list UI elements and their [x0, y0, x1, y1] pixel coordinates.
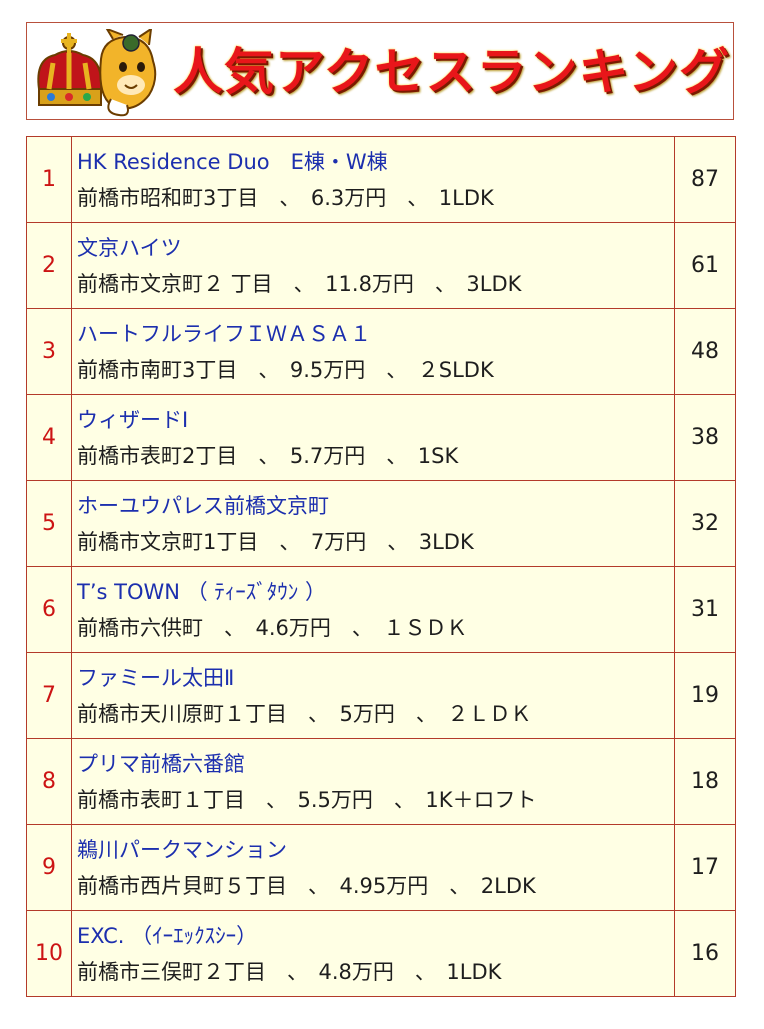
access-count: 31: [674, 566, 736, 653]
access-count: 32: [674, 480, 736, 567]
rank-number: 9: [26, 824, 72, 911]
ranking-table: 1 HK Residence Duo E棟・W棟前橋市昭和町3丁目 、 6.3万円…: [26, 136, 736, 997]
property-name-link[interactable]: 鵜川パークマンション: [77, 837, 287, 862]
rank-number: 5: [26, 480, 72, 567]
banner-title: 人気アクセスランキング: [173, 43, 730, 101]
access-count: 17: [674, 824, 736, 911]
property-cell: T’s TOWN （ ﾃｨｰｽﾞﾀｳﾝ ） 前橋市六供町 、 4.6万円 、 １Ｓ…: [71, 566, 675, 653]
property-detail: 前橋市表町2丁目 、 5.7万円 、 1SK: [77, 443, 459, 468]
property-cell: EXC. （ｲｰｴｯｸｽｼｰ） 前橋市三俣町２丁目 、 4.8万円 、 1LDK: [71, 910, 675, 997]
rank-number: 10: [26, 910, 72, 997]
property-name-link[interactable]: ホーユウパレス前橋文京町: [77, 493, 329, 518]
rank-number: 6: [26, 566, 72, 653]
property-cell: プリマ前橋六番館前橋市表町１丁目 、 5.5万円 、 1K＋ロフト: [71, 738, 675, 825]
ranking-banner: 人気アクセスランキング: [26, 22, 734, 120]
access-count: 61: [674, 222, 736, 309]
table-row: 10 EXC. （ｲｰｴｯｸｽｼｰ） 前橋市三俣町２丁目 、 4.8万円 、 1LD…: [26, 910, 736, 997]
property-name-link[interactable]: ファミール太田Ⅱ: [77, 665, 235, 690]
table-row: 3 ハートフルライフＩＷＡＳＡ１ 前橋市南町3丁目 、 9.5万円 、 ２SLDK 4…: [26, 308, 736, 395]
property-detail: 前橋市昭和町3丁目 、 6.3万円 、 1LDK: [77, 185, 494, 210]
rank-number: 7: [26, 652, 72, 739]
property-detail: 前橋市三俣町２丁目 、 4.8万円 、 1LDK: [77, 959, 502, 984]
property-cell: ファミール太田Ⅱ 前橋市天川原町１丁目 、 5万円 、 ２ＬＤＫ: [71, 652, 675, 739]
rank-number: 8: [26, 738, 72, 825]
access-count: 18: [674, 738, 736, 825]
table-row: 9 鵜川パークマンション 前橋市西片貝町５丁目 、 4.95万円 、 2LDK 17: [26, 824, 736, 911]
access-count: 87: [674, 136, 736, 223]
property-detail: 前橋市表町１丁目 、 5.5万円 、 1K＋ロフト: [77, 787, 537, 812]
property-cell: ハートフルライフＩＷＡＳＡ１ 前橋市南町3丁目 、 9.5万円 、 ２SLDK: [71, 308, 675, 395]
table-row: 6 T’s TOWN （ ﾃｨｰｽﾞﾀｳﾝ ） 前橋市六供町 、 4.6万円 、 １…: [26, 566, 736, 653]
property-name-link[interactable]: ハートフルライフＩＷＡＳＡ１: [77, 321, 371, 346]
table-row: 2 文京ハイツ 前橋市文京町２ 丁目 、 11.8万円 、 3LDK 61: [26, 222, 736, 309]
access-count: 16: [674, 910, 736, 997]
rank-number: 1: [26, 136, 72, 223]
property-name-link[interactable]: EXC. （ｲｰｴｯｸｽｼｰ）: [77, 923, 258, 948]
access-count: 19: [674, 652, 736, 739]
property-detail: 前橋市天川原町１丁目 、 5万円 、 ２ＬＤＫ: [77, 701, 532, 726]
property-cell: HK Residence Duo E棟・W棟前橋市昭和町3丁目 、 6.3万円 …: [71, 136, 675, 223]
access-count: 48: [674, 308, 736, 395]
property-cell: 鵜川パークマンション前橋市西片貝町５丁目 、 4.95万円 、 2LDK: [71, 824, 675, 911]
property-name-link[interactable]: 文京ハイツ: [77, 235, 182, 260]
property-detail: 前橋市文京町２ 丁目 、 11.8万円 、 3LDK: [77, 271, 522, 296]
rank-number: 2: [26, 222, 72, 309]
property-name-link[interactable]: HK Residence Duo E棟・W棟: [77, 149, 388, 174]
property-name-link[interactable]: プリマ前橋六番館: [77, 751, 245, 776]
property-detail: 前橋市六供町 、 4.6万円 、 １ＳＤＫ: [77, 615, 468, 640]
rank-number: 3: [26, 308, 72, 395]
property-name-link[interactable]: ウィザードⅠ: [77, 407, 189, 432]
table-row: 4 ウィザードⅠ 前橋市表町2丁目 、 5.7万円 、 1SK 38: [26, 394, 736, 481]
property-detail: 前橋市西片貝町５丁目 、 4.95万円 、 2LDK: [77, 873, 536, 898]
property-cell: 文京ハイツ前橋市文京町２ 丁目 、 11.8万円 、 3LDK: [71, 222, 675, 309]
rank-number: 4: [26, 394, 72, 481]
table-row: 7 ファミール太田Ⅱ 前橋市天川原町１丁目 、 5万円 、 ２ＬＤＫ 19: [26, 652, 736, 739]
table-row: 1 HK Residence Duo E棟・W棟前橋市昭和町3丁目 、 6.3万円…: [26, 136, 736, 223]
access-count: 38: [674, 394, 736, 481]
property-cell: ホーユウパレス前橋文京町前橋市文京町1丁目 、 7万円 、 3LDK: [71, 480, 675, 567]
property-cell: ウィザードⅠ 前橋市表町2丁目 、 5.7万円 、 1SK: [71, 394, 675, 481]
property-name-link[interactable]: T’s TOWN （ ﾃｨｰｽﾞﾀｳﾝ ）: [77, 579, 326, 604]
property-detail: 前橋市文京町1丁目 、 7万円 、 3LDK: [77, 529, 474, 554]
table-row: 5 ホーユウパレス前橋文京町 前橋市文京町1丁目 、 7万円 、 3LDK 32: [26, 480, 736, 567]
table-row: 8 プリマ前橋六番館 前橋市表町１丁目 、 5.5万円 、 1K＋ロフト 18: [26, 738, 736, 825]
property-detail: 前橋市南町3丁目 、 9.5万円 、 ２SLDK: [77, 357, 494, 382]
crown-mascot-icon: [37, 29, 157, 117]
